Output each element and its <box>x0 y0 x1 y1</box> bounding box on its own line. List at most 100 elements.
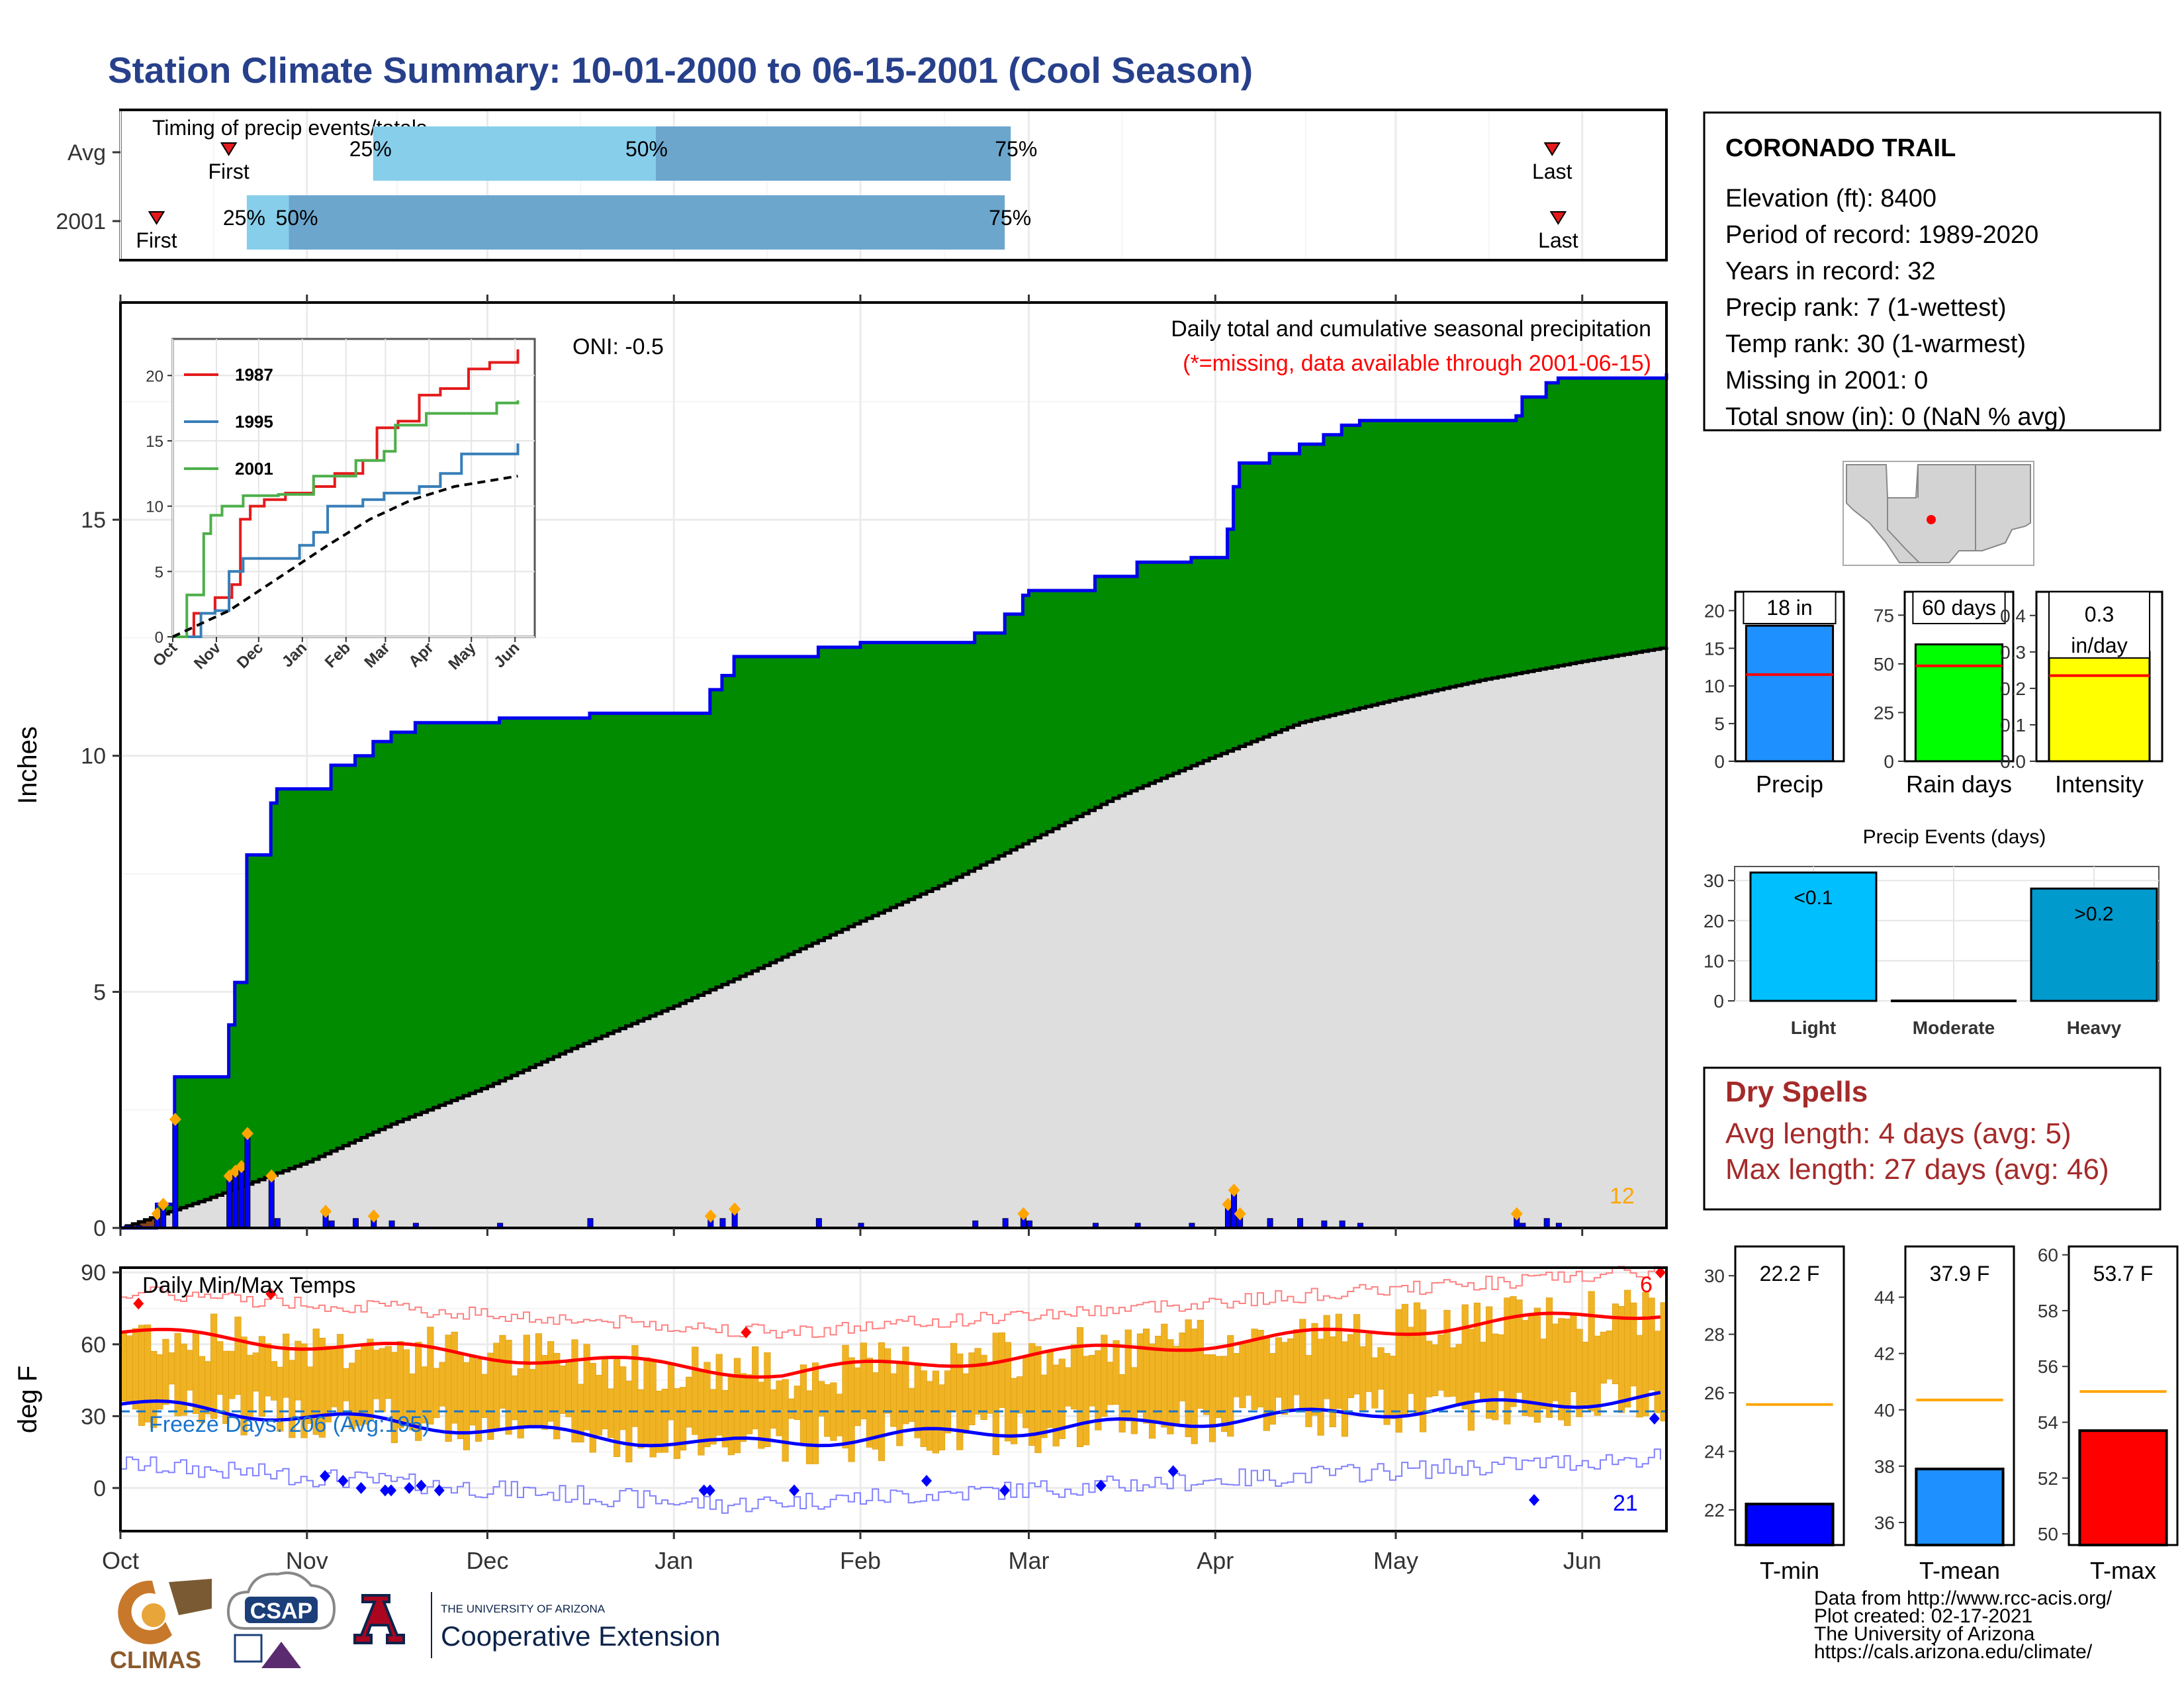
summary-bar-label: Rain days <box>1906 771 2012 798</box>
summary-y-tick-label: 50 <box>1874 654 1894 675</box>
daily-temp-bar <box>746 1374 753 1434</box>
quantile-50-label: 50% <box>625 137 668 161</box>
csap-logo: CSAP <box>226 1571 336 1668</box>
temp-y-axis-label: deg F <box>13 1366 42 1433</box>
temp-summary-y-tick-label: 60 <box>2038 1245 2058 1266</box>
temp-summary-bar-t-mean <box>1915 1468 2005 1546</box>
daily-temp-bar <box>1083 1356 1090 1446</box>
summary-y-tick-label: 15 <box>1704 638 1725 659</box>
daily-temp-bar <box>637 1389 645 1449</box>
daily-temp-bar <box>1299 1319 1306 1411</box>
daily-temp-bar <box>1287 1338 1295 1409</box>
record-low-diamond <box>921 1475 932 1487</box>
record-precip-diamond <box>169 1112 181 1126</box>
daily-temp-bar <box>619 1366 627 1430</box>
cumulative-precip-average-line <box>120 646 1668 1230</box>
daily-temp-bar <box>379 1348 386 1413</box>
record-precip-diamond <box>367 1209 380 1223</box>
daily-temp-bar <box>457 1353 464 1440</box>
temp-summary-value-label: 37.9 F <box>1930 1262 1990 1286</box>
record-low-diamond <box>379 1484 390 1497</box>
inset-legend-label: 2001 <box>235 459 273 479</box>
daily-temp-bar <box>277 1366 284 1432</box>
freeze-days-label: Freeze Days: 206 (Avg:195) <box>149 1412 430 1437</box>
daily-temp-bar <box>680 1387 687 1451</box>
daily-temp-bar <box>1245 1341 1252 1396</box>
daily-temp-bar <box>1257 1330 1264 1407</box>
daily-precip-bar <box>274 1218 281 1229</box>
daily-temp-bar <box>1017 1376 1024 1414</box>
summary-bar-label: Intensity <box>2055 771 2144 798</box>
daily-temp-bar <box>1239 1342 1246 1409</box>
daily-temp-bar <box>1365 1334 1373 1392</box>
daily-temp-bar <box>1023 1357 1030 1429</box>
daily-temp-bar <box>463 1362 470 1450</box>
inset-line-1987 <box>173 349 520 638</box>
inset-line-avg <box>172 475 518 638</box>
precip-y-tick-label: 10 <box>81 744 106 769</box>
summary-y-tick-label: 0.2 <box>2000 679 2026 699</box>
temp-summary-bar-label: T-mean <box>1919 1557 2000 1584</box>
precip-y-tick-label: 0 <box>93 1216 106 1241</box>
daily-temp-bar <box>866 1358 873 1448</box>
month-tick-label: May <box>1373 1547 1418 1574</box>
daily-temp-bar <box>926 1381 933 1451</box>
daily-temp-bar <box>860 1342 867 1419</box>
events-y-tick-label: 0 <box>1713 991 1724 1011</box>
svg-text:Cooperative Extension: Cooperative Extension <box>441 1620 721 1652</box>
university-of-arizona-logo: THE UNIVERSITY OF ARIZONA Cooperative Ex… <box>353 1592 721 1658</box>
first-event-marker <box>220 142 238 156</box>
summary-bar-precip <box>1745 624 1835 763</box>
temp-summary-y-tick-label: 56 <box>2038 1356 2058 1377</box>
daily-temp-bar <box>968 1352 976 1425</box>
daily-temp-bar <box>1034 1346 1042 1454</box>
events-bar-light <box>1749 871 1878 1002</box>
month-tick-label: Nov <box>286 1547 328 1574</box>
daily-temp-bar <box>788 1398 795 1419</box>
summary-y-tick-label: 0.1 <box>2000 715 2026 735</box>
summary-value-box <box>1912 591 2006 624</box>
daily-temp-bar <box>1624 1289 1631 1408</box>
summary-bar-intensity <box>2048 651 2151 763</box>
daily-temp-bar <box>794 1385 801 1421</box>
svg-text:THE UNIVERSITY OF ARIZONA: THE UNIVERSITY OF ARIZONA <box>441 1603 606 1615</box>
temp-summary-y-tick-label: 50 <box>2038 1524 2058 1544</box>
daily-temp-bar <box>836 1393 843 1436</box>
daily-temp-bar <box>571 1339 578 1442</box>
record-precip-diamond <box>235 1160 248 1174</box>
station-snow: Total snow (in): 0 (NaN % avg) <box>1725 403 2066 431</box>
daily-precip-bar <box>1267 1218 1273 1229</box>
oni-label: ONI: -0.5 <box>572 334 664 359</box>
record-precip-diamond <box>704 1209 717 1223</box>
timing-row-label-2001: 2001 <box>56 209 106 234</box>
daily-temp-bar <box>1341 1341 1349 1437</box>
footer-url: https://cals.arizona.edu/climate/ <box>1814 1641 2093 1663</box>
summary-y-tick-label: 75 <box>1874 605 1894 626</box>
daily-temp-bar <box>1317 1338 1324 1436</box>
svg-text:CLIMAS: CLIMAS <box>110 1646 201 1673</box>
daily-temp-bar <box>902 1346 909 1425</box>
temp-panel-label: Daily Min/Max Temps <box>142 1273 355 1298</box>
daily-temp-bar <box>1407 1327 1415 1394</box>
daily-temp-bar <box>1305 1355 1312 1427</box>
daily-precip-bar <box>232 1170 239 1229</box>
summary-y-tick-label: 0 <box>1714 751 1725 772</box>
daily-temp-bar <box>511 1375 518 1421</box>
month-tick-label: Jan <box>655 1547 693 1574</box>
timing-row-label-avg: Avg <box>68 140 106 165</box>
events-bar-value-label: <0.1 <box>1794 887 1833 909</box>
record-precip-diamond <box>265 1169 278 1183</box>
daily-temp-bar <box>1173 1346 1180 1427</box>
daily-temp-bar <box>258 1336 265 1417</box>
summary-y-tick-label: 25 <box>1874 702 1894 723</box>
temp-summary-y-tick-label: 38 <box>1874 1456 1895 1477</box>
daily-temp-bar <box>1233 1353 1240 1397</box>
record-low-diamond <box>1649 1412 1660 1425</box>
daily-temp-bar <box>1167 1339 1174 1434</box>
daily-temp-bar <box>776 1380 783 1436</box>
daily-temp-bar <box>589 1362 596 1453</box>
cumulative-precip-2001-line <box>120 373 1668 1230</box>
inset-y-tick-label: 0 <box>155 629 163 647</box>
first-event-marker <box>148 211 165 225</box>
daily-temp-bar <box>944 1370 952 1434</box>
